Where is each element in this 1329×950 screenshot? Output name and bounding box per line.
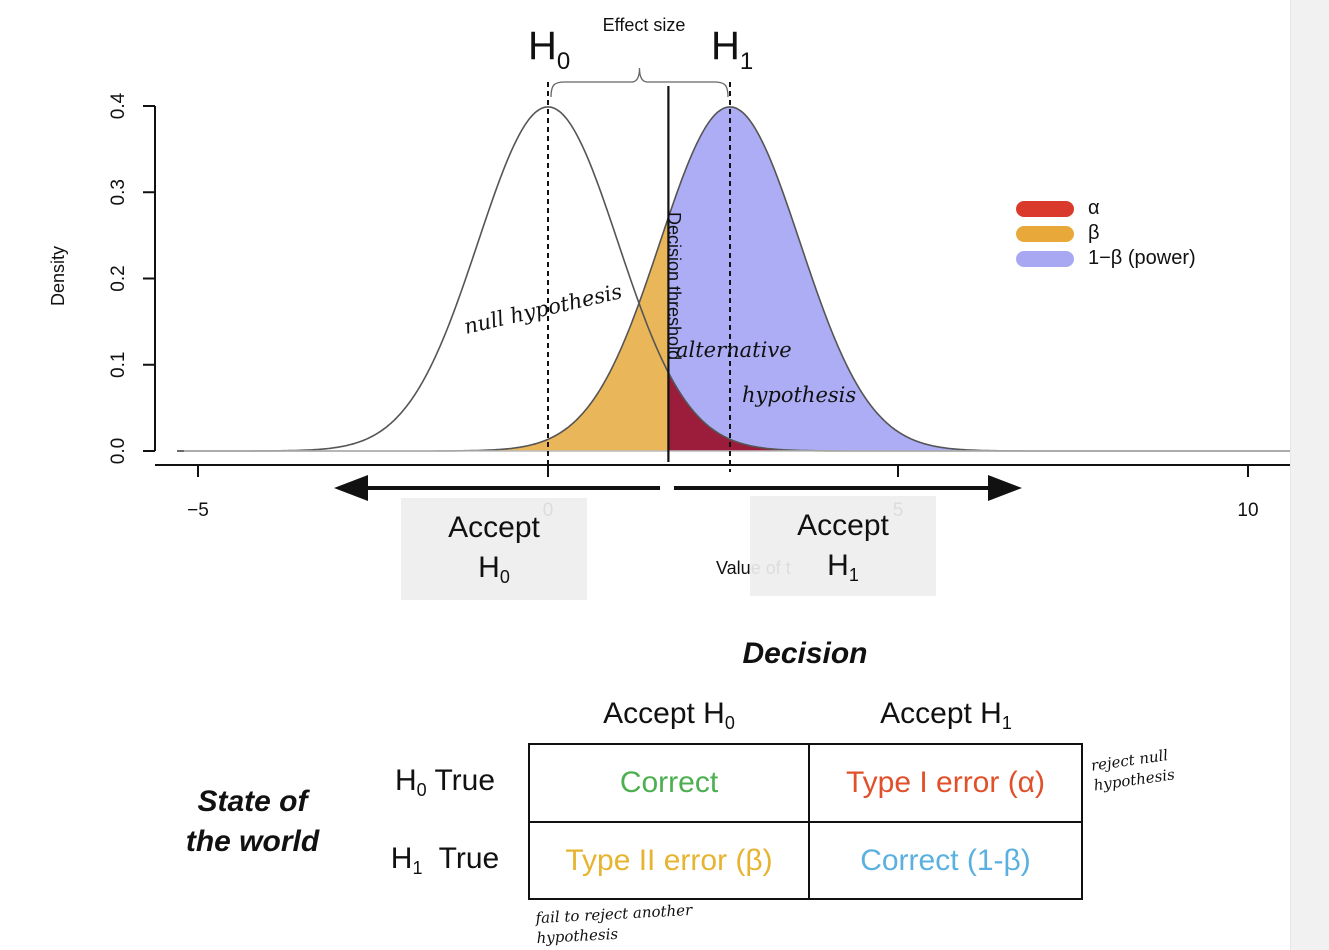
cell-h1-true-accept-h1: Correct (1-β): [810, 823, 1081, 898]
y-axis-title: Density: [48, 246, 68, 306]
legend: α β 1−β (power): [1016, 196, 1196, 271]
legend-swatch-power: [1016, 250, 1074, 267]
decision-title: Decision: [742, 637, 868, 670]
cell-h0-true-accept-h0: Correct: [530, 745, 810, 823]
legend-label-power: 1−β (power): [1088, 247, 1196, 269]
row-header-h1-true: H1 True: [390, 842, 500, 878]
col-header-accept-h1: Accept H1: [880, 697, 1012, 733]
y-tick-label: 0.1: [108, 352, 129, 378]
accept-h1-line1: Accept: [797, 509, 889, 542]
h0-label: H0: [528, 24, 571, 75]
power-area: [668, 106, 1234, 452]
legend-label-beta: β: [1088, 222, 1100, 244]
page-scrollbar[interactable]: [1290, 0, 1329, 950]
cell-text-type-i-error: Type I error (α): [845, 766, 1046, 799]
h1-label: H1: [711, 24, 754, 75]
effect-size-brace: [550, 67, 729, 98]
y-axis: 0.0 0.1 0.2 0.3 0.4: [108, 92, 156, 464]
state-label-line1: State of: [197, 785, 308, 818]
accept-h0-line2: H0: [478, 551, 510, 587]
y-tick-label: 0.2: [108, 265, 129, 291]
legend-swatch-beta: [1016, 225, 1074, 242]
fail-to-reject-annotation: fail to reject another hypothesis: [535, 900, 693, 948]
y-tick-label: 0.3: [108, 179, 129, 205]
x-tick-label: 10: [1237, 500, 1258, 521]
density-chart: Decision threshold Effect size −50510 0.…: [48, 15, 1290, 578]
cell-text-correct: Correct: [619, 766, 719, 799]
legend-swatch-alpha: [1016, 200, 1074, 217]
cell-text-correct-power: Correct (1-β): [860, 843, 1031, 877]
state-label-line2: the world: [185, 825, 320, 858]
row-header-h0-true: H0 True: [394, 764, 496, 800]
accept-h1-line2: H1: [827, 549, 859, 585]
reject-null-annotation: reject null hypothesis: [1089, 746, 1176, 795]
accept-h0-callout: Accept H0: [401, 498, 587, 600]
y-tick-label: 0.4: [108, 92, 129, 119]
legend-item-power: 1−β (power): [1016, 246, 1196, 271]
alternative-hypothesis-annotation: alternative: [676, 338, 792, 362]
cell-text-type-ii-error: Type II error (β): [565, 843, 773, 877]
accept-h1-arrow: [674, 475, 1022, 501]
legend-item-alpha: α: [1016, 196, 1196, 221]
beta-area: [219, 217, 669, 451]
accept-h0-line1: Accept: [448, 511, 540, 544]
cell-h0-true-accept-h1: Type I error (α): [810, 745, 1081, 823]
accept-h0-arrow: [334, 475, 660, 501]
alpha-area: [668, 372, 982, 451]
x-tick-label: −5: [187, 500, 209, 521]
y-tick-label: 0.0: [108, 438, 129, 464]
accept-h1-callout: Accept H1: [750, 496, 936, 596]
decision-table: Correct Type I error (α) Type II error (…: [528, 743, 1083, 900]
legend-label-alpha: α: [1088, 197, 1100, 219]
alternative-hypothesis-annotation-line2: hypothesis: [742, 383, 856, 407]
state-of-world-label: State of the world: [160, 782, 345, 862]
col-header-accept-h0: Accept H0: [603, 697, 735, 733]
decision-threshold-label: Decision threshold: [664, 212, 684, 360]
legend-item-beta: β: [1016, 221, 1196, 246]
null-hypothesis-annotation: null hypothesis: [462, 279, 625, 339]
x-axis: −50510: [155, 464, 1290, 521]
effect-size-label: Effect size: [603, 15, 686, 35]
cell-h1-true-accept-h0: Type II error (β): [530, 823, 810, 898]
